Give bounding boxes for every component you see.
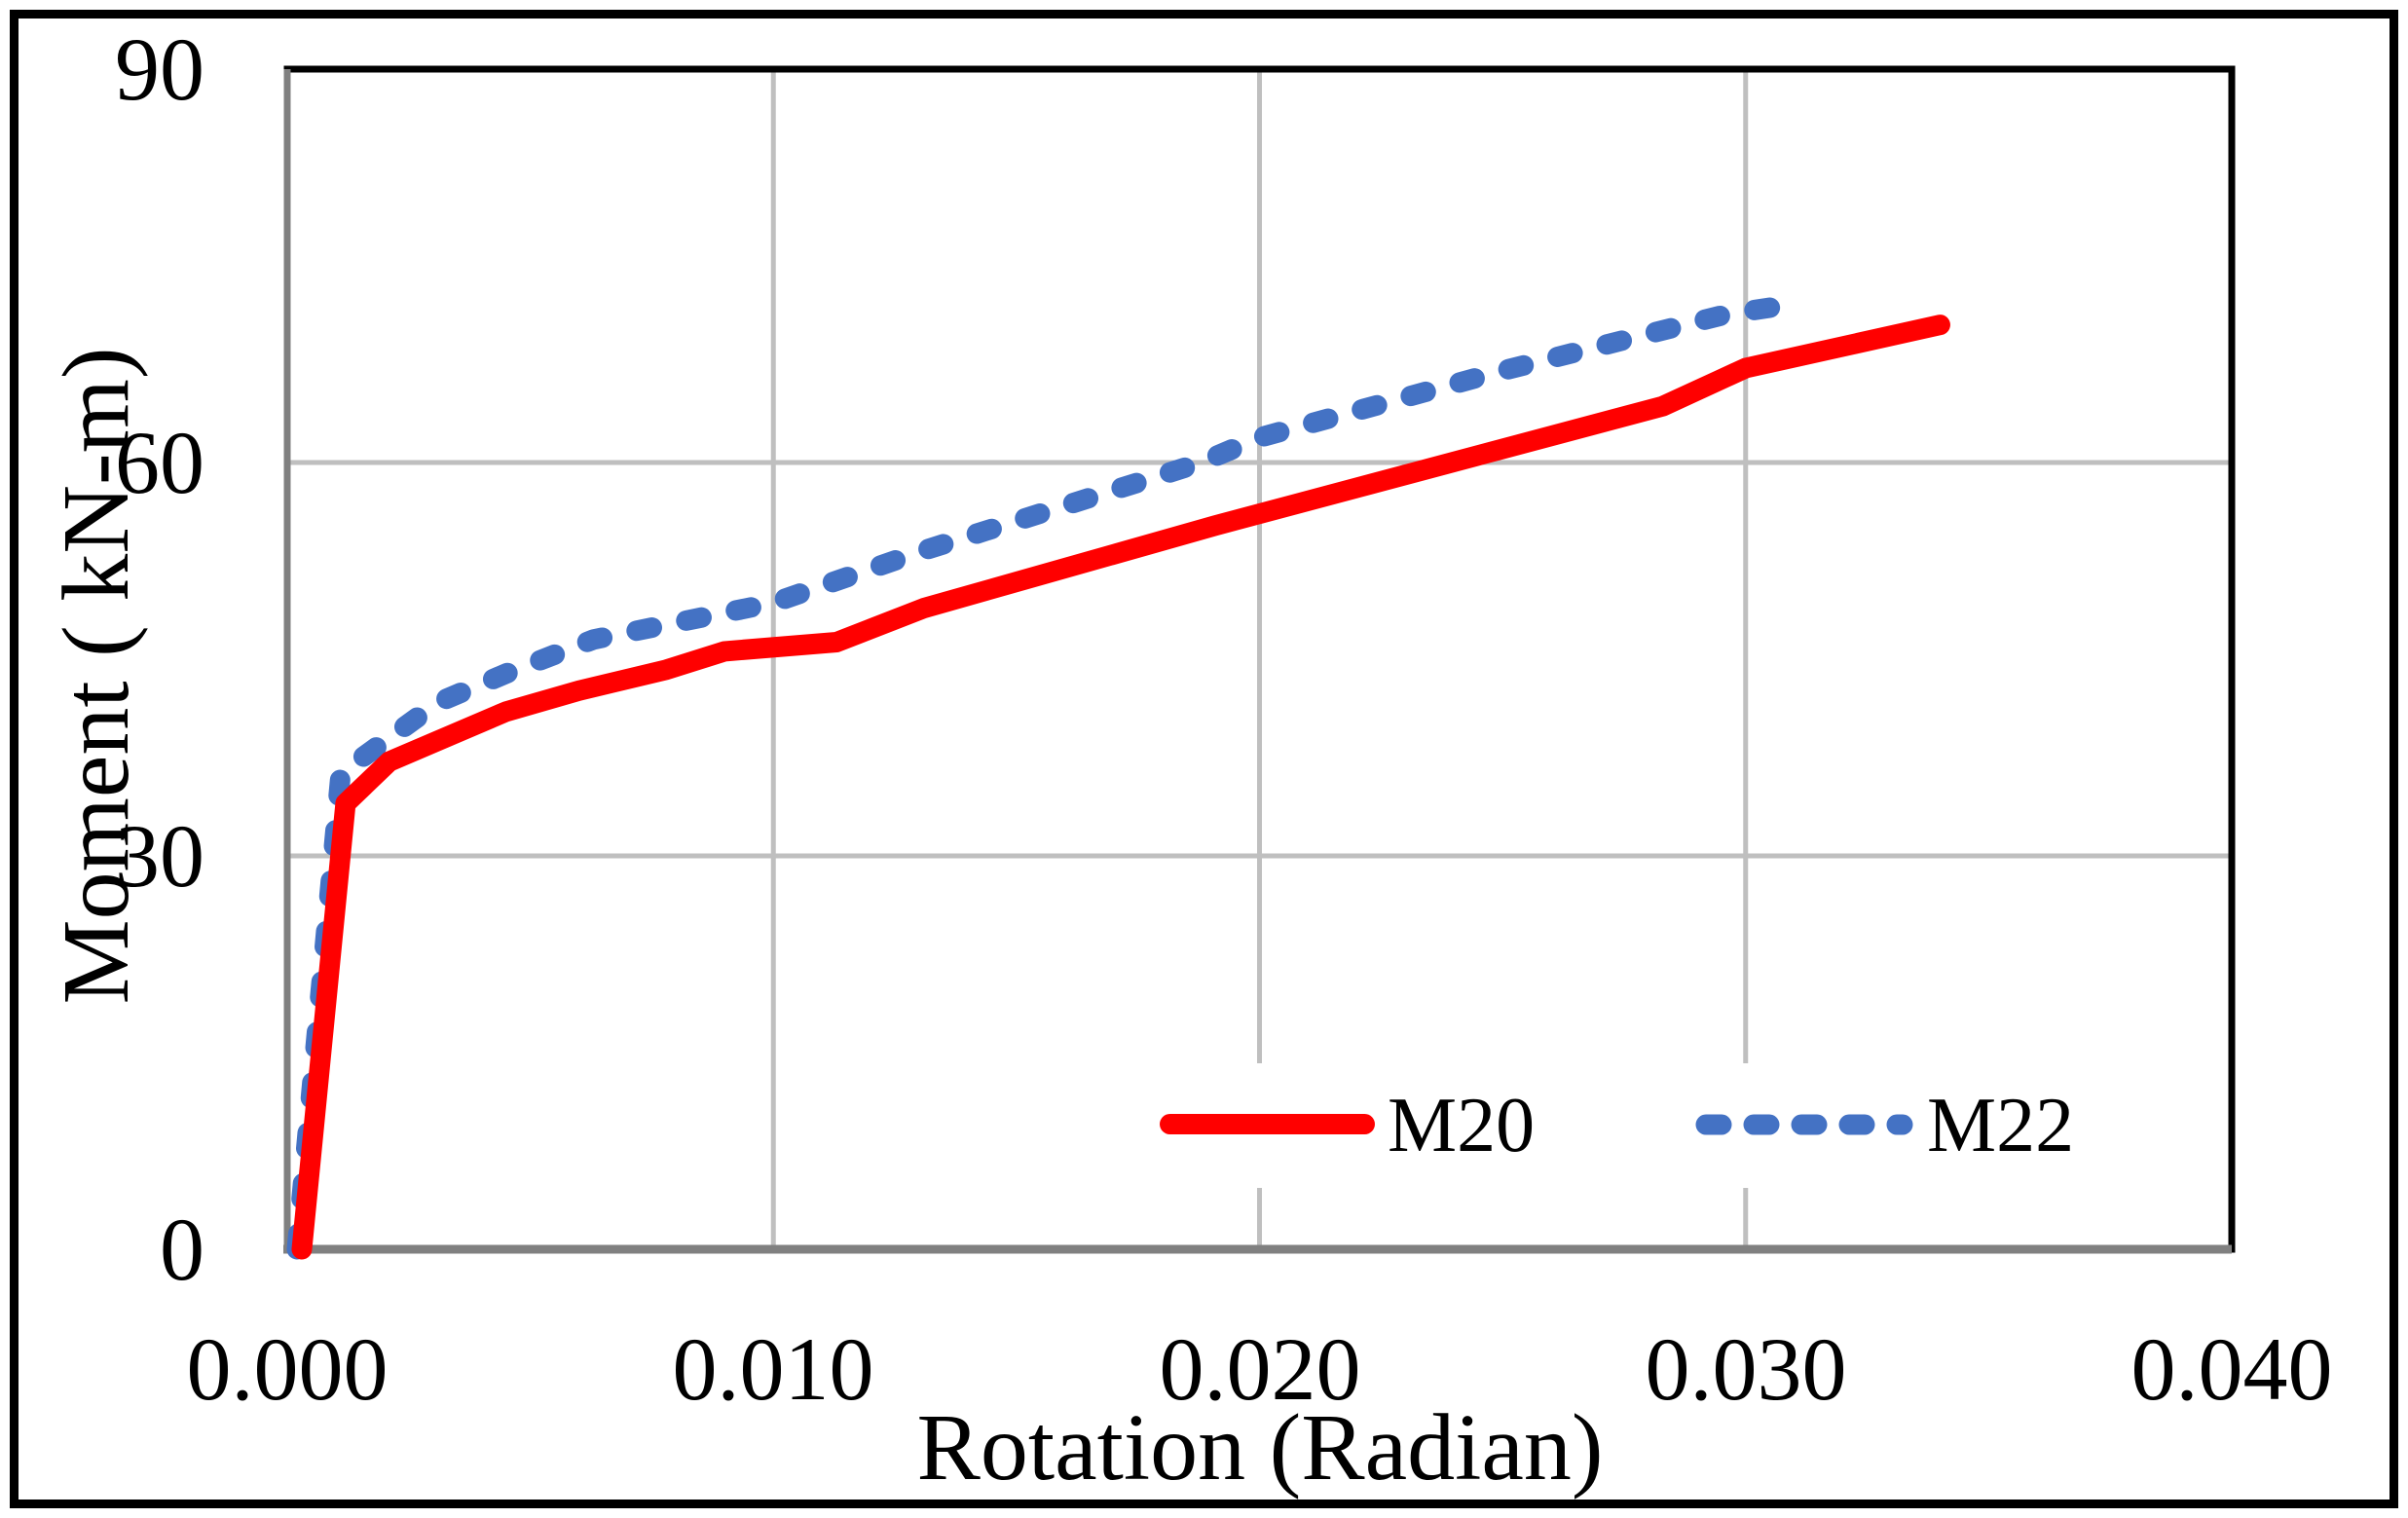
x-tick-0030: 0.030 — [1645, 1319, 1847, 1419]
y-axis-title: Moment ( kN-m) — [44, 347, 149, 1005]
x-tick-0020: 0.020 — [1159, 1319, 1361, 1419]
m22-dashed-line — [286, 292, 1815, 1260]
x-tick-0010: 0.010 — [672, 1319, 874, 1419]
m22-legend-label: M22 — [1927, 1083, 2075, 1168]
m20-solid-line — [291, 315, 1950, 1260]
m22-legend-swatch — [1695, 1114, 1913, 1135]
figure-border — [10, 10, 2398, 1508]
y-tick-30: 30 — [115, 806, 204, 906]
y-tick-90: 90 — [115, 19, 204, 119]
y-tick-0: 0 — [160, 1200, 204, 1299]
x-tick-0040: 0.040 — [2130, 1319, 2333, 1419]
m20-legend-label: M20 — [1388, 1083, 1536, 1168]
gridlines — [287, 69, 2232, 1249]
m20-legend-swatch — [1160, 1114, 1375, 1134]
y-tick-60: 60 — [115, 413, 204, 512]
legend: M20 M22 — [1132, 1063, 2106, 1188]
x-tick-0000: 0.000 — [186, 1319, 389, 1419]
x-axis-title: Rotation (Radian) — [916, 1395, 1604, 1500]
